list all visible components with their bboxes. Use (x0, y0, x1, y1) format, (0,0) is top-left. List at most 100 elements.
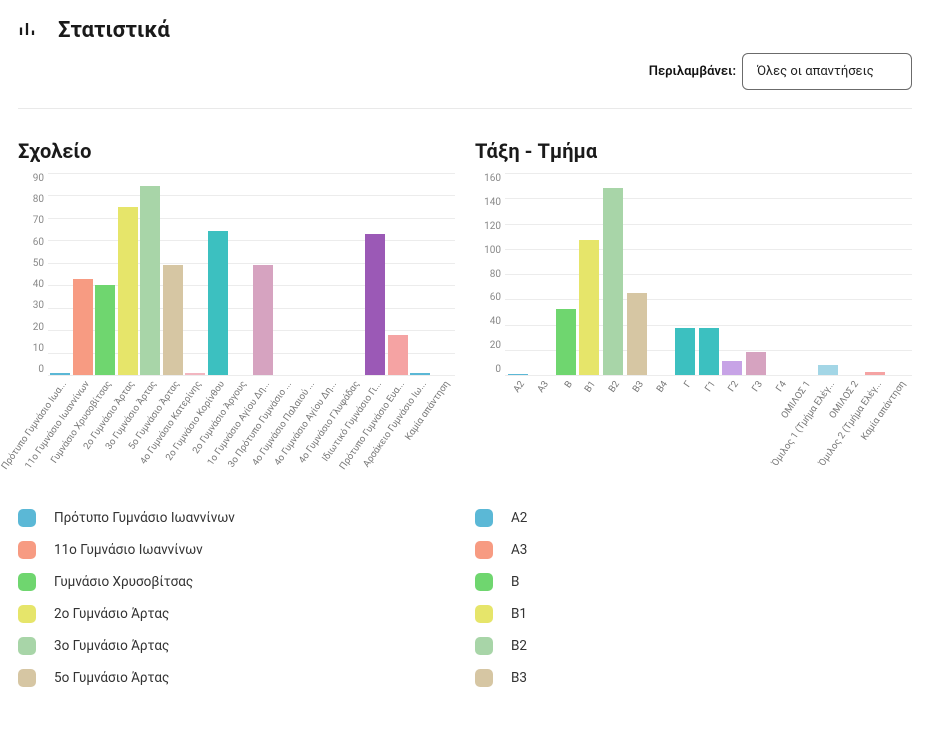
bar-slot (555, 173, 577, 375)
chart-school-plot: 0102030405060708090 (18, 169, 455, 389)
y-tick-label: 40 (33, 279, 44, 290)
bar[interactable] (603, 188, 623, 375)
grid-line (505, 375, 912, 376)
legend-item[interactable]: Β3 (475, 669, 912, 687)
y-tick-label: 160 (484, 173, 501, 184)
bar[interactable] (163, 265, 183, 375)
legend-item[interactable]: Πρότυπο Γυμνάσιο Ιωαννίνων (18, 509, 455, 527)
y-tick-label: 40 (490, 316, 501, 327)
legend-school: Πρότυπο Γυμνάσιο Ιωαννίνων 11ο Γυμνάσιο Ι… (18, 509, 455, 701)
bar[interactable] (627, 293, 647, 375)
y-tick-label: 60 (33, 237, 44, 248)
y-tick-label: 20 (490, 340, 501, 351)
page-title: Στατιστικά (58, 18, 170, 43)
bar[interactable] (73, 279, 93, 376)
bar[interactable] (865, 372, 885, 375)
chart-class: Τάξη - Τμήμα 020406080100120140160 Α2Α3Β… (475, 139, 912, 469)
x-tick-label: Β (562, 379, 574, 390)
bar-slot (208, 173, 229, 375)
x-tick: Γ3 (745, 379, 767, 469)
page-header: Στατιστικά (18, 18, 912, 43)
x-tick: Β4 (650, 379, 672, 469)
y-tick-label: 80 (33, 194, 44, 205)
x-tick: Α3 (531, 379, 553, 469)
bar-slot (578, 173, 600, 375)
x-tick-label: Β1 (583, 379, 598, 395)
bar[interactable] (95, 285, 115, 375)
x-tick-label: Γ2 (726, 379, 741, 394)
bar[interactable] (746, 352, 766, 375)
bar-slot (602, 173, 624, 375)
legend-label: 3ο Γυμνάσιο Άρτας (54, 638, 169, 654)
y-tick-label: 60 (490, 292, 501, 303)
legend-item[interactable]: 5ο Γυμνάσιο Άρτας (18, 669, 455, 687)
bar[interactable] (208, 231, 228, 375)
bar-slot (433, 173, 454, 375)
bar[interactable] (579, 240, 599, 375)
legend-item[interactable]: Β1 (475, 605, 912, 623)
filter-label: Περιλαμβάνει: (649, 64, 736, 79)
legend-item[interactable]: Β2 (475, 637, 912, 655)
x-tick: Γ2 (721, 379, 743, 469)
legend-swatch (475, 541, 493, 559)
bar[interactable] (556, 309, 576, 375)
legend-item[interactable]: 11ο Γυμνάσιο Ιωαννίνων (18, 541, 455, 559)
bar-slot (298, 173, 319, 375)
bar-slot (817, 173, 839, 375)
bar-slot (50, 173, 71, 375)
chart-school-yaxis: 0102030405060708090 (18, 169, 48, 389)
legend-item[interactable]: Α3 (475, 541, 912, 559)
bar-slot (140, 173, 161, 375)
legend-label: Γυμνάσιο Χρυσοβίτσας (54, 574, 193, 590)
x-tick-label: Β4 (654, 379, 669, 395)
legend-label: Β3 (511, 670, 527, 686)
y-tick-label: 120 (484, 221, 501, 232)
bar[interactable] (365, 234, 385, 375)
legend-label: Α3 (511, 542, 527, 558)
legends-row: Πρότυπο Γυμνάσιο Ιωαννίνων 11ο Γυμνάσιο Ι… (18, 509, 912, 701)
chart-class-yaxis: 020406080100120140160 (475, 169, 505, 389)
x-tick-label: Γ (682, 379, 694, 390)
legend-swatch (475, 573, 493, 591)
x-tick: Β (555, 379, 577, 469)
legend-item[interactable]: Β (475, 573, 912, 591)
legend-item[interactable]: 2ο Γυμνάσιο Άρτας (18, 605, 455, 623)
filter-row: Περιλαμβάνει: Όλες οι απαντήσεις (18, 53, 912, 90)
bar[interactable] (699, 328, 719, 375)
chart-school-xaxis: Πρότυπο Γυμνάσιο Ιωα...11ο Γυμνάσιο Ιωαν… (48, 379, 455, 469)
legend-swatch (18, 669, 36, 687)
bar[interactable] (140, 186, 160, 375)
filter-select[interactable]: Όλες οι απαντήσεις (742, 53, 912, 90)
x-tick: Γ (674, 379, 696, 469)
bar[interactable] (253, 265, 273, 375)
y-tick-label: 70 (33, 215, 44, 226)
bar[interactable] (50, 373, 70, 375)
legend-swatch (475, 669, 493, 687)
x-tick: Καμία απάντηση (433, 379, 454, 469)
x-tick-label: Γ1 (702, 379, 717, 394)
bar-slot (253, 173, 274, 375)
bar-slot (275, 173, 296, 375)
bar[interactable] (508, 374, 528, 375)
legend-item[interactable]: Γυμνάσιο Χρυσοβίτσας (18, 573, 455, 591)
x-tick: Β1 (578, 379, 600, 469)
legend-swatch (18, 637, 36, 655)
bar[interactable] (388, 335, 408, 375)
legend-label: Β1 (511, 606, 527, 622)
bar[interactable] (118, 207, 138, 375)
x-tick-label: Β3 (631, 379, 646, 395)
legend-item[interactable]: 3ο Γυμνάσιο Άρτας (18, 637, 455, 655)
x-tick: Γ1 (698, 379, 720, 469)
bar[interactable] (185, 373, 205, 375)
y-tick-label: 0 (38, 364, 44, 375)
bar[interactable] (675, 328, 695, 375)
y-tick-label: 140 (484, 197, 501, 208)
bar[interactable] (410, 373, 430, 375)
x-tick-label: Γ4 (774, 379, 789, 394)
legend-swatch (18, 605, 36, 623)
bar[interactable] (722, 361, 742, 375)
legend-item[interactable]: Α2 (475, 509, 912, 527)
bar[interactable] (818, 365, 838, 375)
bar-slot (626, 173, 648, 375)
legend-class: Α2 Α3 Β Β1 Β2 Β3 (475, 509, 912, 701)
